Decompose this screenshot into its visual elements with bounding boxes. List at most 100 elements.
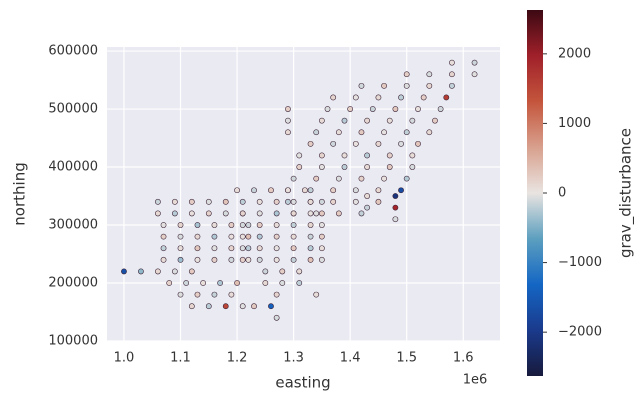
point [426,129,433,136]
y-tick-label: 100000 [48,334,98,349]
x-axis-label: easting [275,374,330,392]
point [273,198,280,205]
point [290,245,297,252]
point [138,268,144,275]
point [194,222,201,228]
point [279,280,286,286]
point [307,210,314,217]
point [211,256,218,263]
colorbar-label: grav_disturbance [617,128,636,258]
point [386,164,393,170]
point [279,268,286,275]
x-tick-label: 1.4 [340,351,361,366]
point [217,280,223,286]
point [273,291,280,298]
point [392,106,399,112]
point [449,59,455,66]
point [268,303,274,310]
y-tick-label: 200000 [48,276,98,291]
point [386,117,393,124]
point [307,245,314,252]
point [313,129,320,136]
point [166,280,173,286]
point [381,82,387,89]
point [211,291,218,298]
point [239,256,246,263]
point [347,106,354,112]
point [154,210,161,217]
x-tick-label: 1.6 [453,351,474,366]
point [245,245,252,252]
point [194,256,201,263]
x-tick-label: 1.5 [396,351,417,366]
point [318,233,325,240]
point [375,187,382,194]
point [318,198,325,205]
point [398,140,404,147]
point [364,164,371,170]
point [222,198,229,205]
x-tick-label: 1.1 [170,351,191,366]
point [290,256,297,263]
point [290,210,297,217]
point [324,106,331,112]
point [330,140,337,147]
point [398,94,404,101]
point [256,222,263,228]
point [177,233,184,240]
point [200,280,207,286]
point [330,198,337,205]
point [409,164,416,170]
plot-area [107,47,500,341]
point [262,280,269,286]
point [273,210,280,217]
point [296,268,303,275]
point [471,71,478,78]
point [239,303,246,310]
point [369,106,376,112]
point [285,129,291,136]
point [313,175,320,182]
point [290,222,297,228]
point [188,268,195,275]
point [205,198,212,205]
point [449,82,455,89]
point [160,245,167,252]
point [256,256,263,263]
point [222,210,229,217]
point [392,193,399,199]
point [330,187,337,194]
y-tick-label: 300000 [48,218,98,233]
point [239,210,246,217]
point [409,152,416,159]
y-tick-label: 500000 [48,102,98,117]
point [273,256,280,263]
point [318,245,325,252]
point [188,303,195,310]
point [386,152,393,159]
point [307,198,314,205]
point [358,129,365,136]
point [358,175,365,182]
point [205,303,212,310]
point [313,210,320,217]
point [352,140,359,147]
y-axis-label: northing [11,162,29,225]
point [426,82,433,89]
point [352,94,359,101]
point [341,164,348,170]
point [205,210,212,217]
point [352,198,359,205]
point [256,233,263,240]
point [318,222,325,228]
colorbar-tick-label: −2000 [558,325,602,340]
point [307,233,314,240]
point [364,117,371,124]
point [302,187,308,194]
point [245,233,252,240]
point [437,106,444,112]
point [160,256,167,263]
point [285,106,291,112]
point [171,268,178,275]
